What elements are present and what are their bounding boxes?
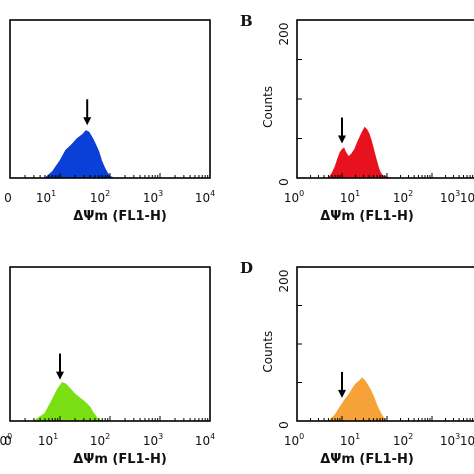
x-tick-label: 103 — [143, 189, 163, 205]
x-tick-label: 101 — [340, 432, 360, 448]
y-axis-label: Counts — [261, 331, 275, 373]
x-tick-label: 102 — [393, 189, 413, 205]
plot-frame — [9, 266, 211, 422]
x-tick-label: 101 — [340, 189, 360, 205]
x-tick-label: 0 — [4, 434, 12, 448]
x-tick-label: 104 — [460, 432, 474, 448]
x-axis-label: ΔΨm (FL1-H) — [73, 209, 167, 224]
histogram-area — [327, 377, 389, 422]
x-tick-label: 103 — [143, 432, 163, 448]
x-tick-label: 100 — [0, 432, 12, 448]
x-tick-label: 100 — [284, 189, 304, 205]
y-tick-label: 0 — [277, 178, 291, 186]
histogram-area — [32, 382, 103, 422]
x-axis-label: ΔΨm (FL1-H) — [73, 452, 167, 467]
plot-frame — [296, 19, 474, 179]
panel-letter: D — [240, 259, 253, 277]
arrow-head — [56, 371, 64, 380]
x-tick-label: 104 — [195, 189, 215, 205]
arrow-head — [338, 135, 346, 144]
x-tick-label: 100 — [284, 432, 304, 448]
x-tick-label: 104 — [195, 432, 215, 448]
x-tick-label: 103 — [440, 189, 460, 205]
x-tick-label: 103 — [440, 432, 460, 448]
x-tick-label: 102 — [90, 432, 110, 448]
x-axis-label: ΔΨm (FL1-H) — [320, 452, 414, 467]
panel-letter: B — [240, 12, 253, 30]
x-tick-label: 102 — [90, 189, 110, 205]
y-tick-label: 200 — [277, 23, 291, 46]
histogram-area — [43, 130, 115, 179]
histogram-panel-3: 0100 101 102 103 104 ΔΨm (FL1-H) — [0, 266, 215, 467]
x-axis-label: ΔΨm (FL1-H) — [320, 209, 414, 224]
x-tick-label: 101 — [38, 432, 58, 448]
arrow-head — [338, 389, 346, 398]
x-tick-label: 101 — [36, 189, 56, 205]
y-tick-label: 0 — [277, 421, 291, 429]
y-axis-label: Counts — [261, 86, 275, 128]
x-tick-label: 102 — [393, 432, 413, 448]
plot-frame — [296, 266, 474, 422]
x-tick-label: 0 — [4, 191, 12, 205]
y-tick-label: 200 — [277, 270, 291, 293]
plot-frame — [9, 19, 211, 179]
histogram-area — [327, 126, 391, 179]
x-tick-label: 104 — [460, 189, 474, 205]
histogram-panel-1: 0 101 102 103 104 ΔΨm (FL1-H) — [4, 19, 215, 224]
arrow-head — [83, 117, 92, 126]
